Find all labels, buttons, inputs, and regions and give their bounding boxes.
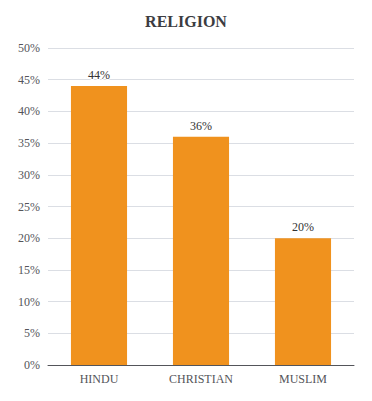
svg-text:44%: 44% (88, 68, 110, 82)
svg-text:20%: 20% (292, 220, 314, 234)
svg-text:15%: 15% (18, 263, 40, 277)
svg-text:10%: 10% (18, 295, 40, 309)
svg-text:0%: 0% (24, 358, 40, 372)
svg-text:5%: 5% (24, 326, 40, 340)
svg-text:RELIGION: RELIGION (145, 13, 227, 30)
svg-text:HINDU: HINDU (80, 372, 119, 386)
svg-text:35%: 35% (18, 136, 40, 150)
svg-text:50%: 50% (18, 41, 40, 55)
svg-text:25%: 25% (18, 200, 40, 214)
svg-text:CHRISTIAN: CHRISTIAN (169, 372, 233, 386)
svg-text:30%: 30% (18, 168, 40, 182)
svg-text:20%: 20% (18, 231, 40, 245)
svg-text:40%: 40% (18, 104, 40, 118)
svg-text:45%: 45% (18, 73, 40, 87)
svg-text:36%: 36% (190, 119, 212, 133)
svg-text:MUSLIM: MUSLIM (279, 372, 327, 386)
